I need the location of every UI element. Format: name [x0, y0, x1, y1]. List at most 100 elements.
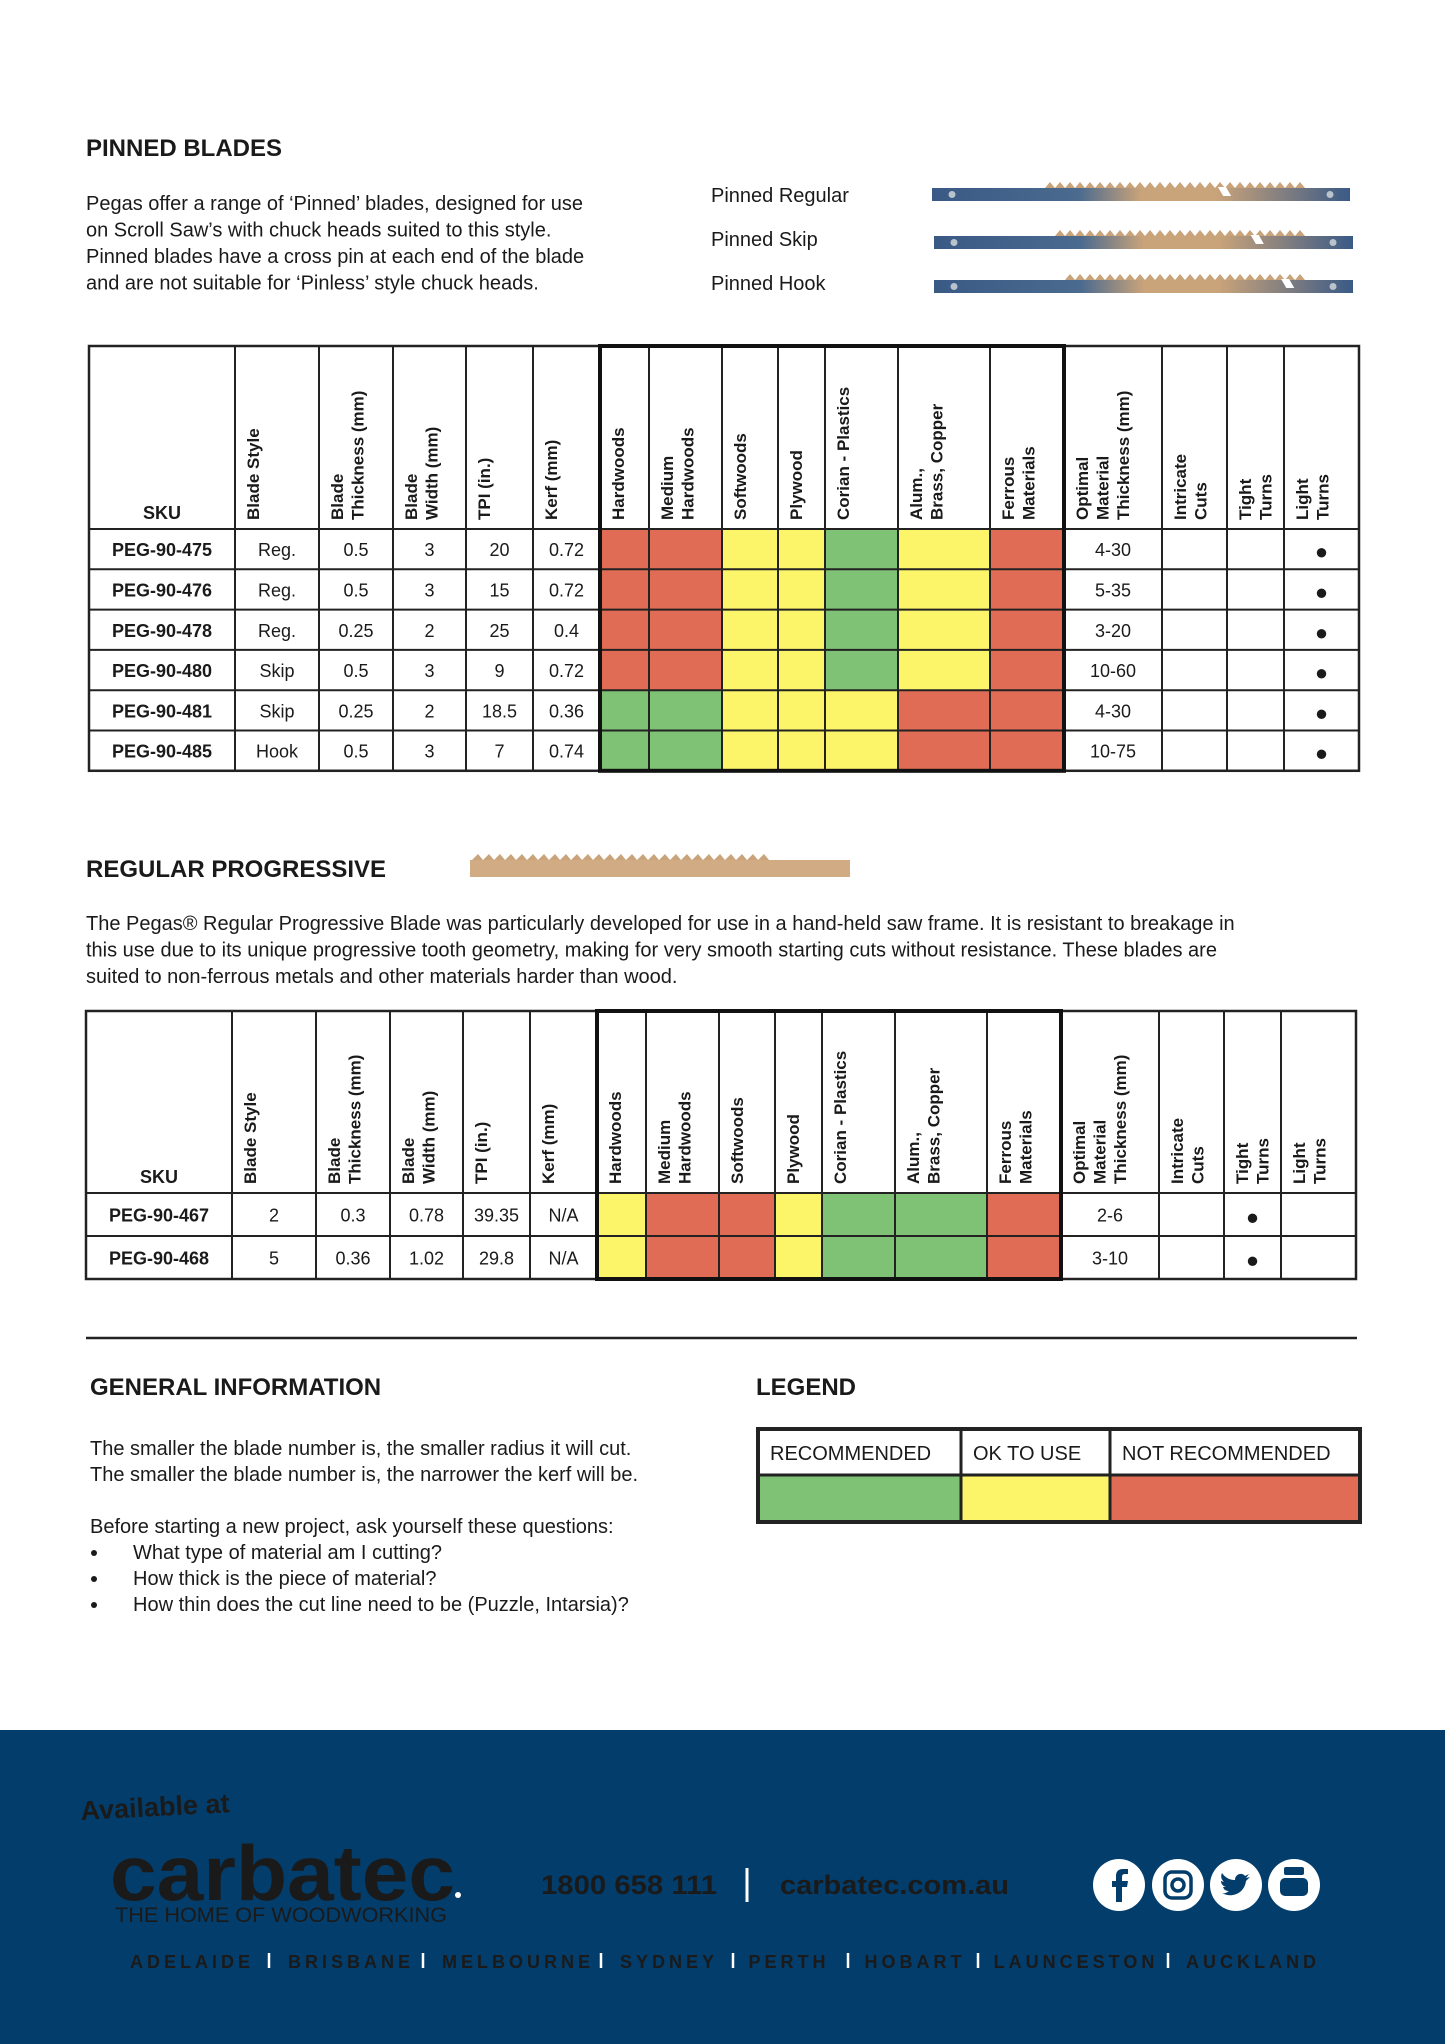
header-cell: Optimal: [1073, 457, 1092, 520]
table-cell: Reg.: [258, 580, 296, 600]
rating-cell: [990, 569, 1064, 610]
table-cell: Hook: [256, 742, 299, 762]
header-cell: Tight: [1233, 1142, 1252, 1184]
rating-cell: [822, 1193, 895, 1236]
bullet: [91, 1576, 97, 1582]
table-cell: 0.5: [343, 661, 368, 681]
rating-cell: [987, 1193, 1061, 1236]
header-cell: Materials: [1020, 446, 1039, 520]
rating-cell: [600, 690, 649, 731]
blade-pin: [1329, 239, 1337, 246]
table-cell: 0.5: [343, 540, 368, 560]
rating-cell: [600, 529, 649, 570]
sku-cell: PEG-90-485: [112, 742, 212, 762]
header-cell: Alum.,: [904, 1132, 923, 1184]
header-cell: Hardwoods: [606, 1091, 625, 1184]
blade-teeth: [1065, 274, 1305, 280]
blade-gap: [1250, 235, 1264, 244]
legend-label: OK TO USE: [973, 1443, 1081, 1465]
rating-cell: [825, 690, 898, 731]
rating-cell: [990, 609, 1064, 650]
table-cell: 3: [424, 540, 434, 560]
rating-cell: [719, 1193, 775, 1236]
table-cell: 0.36: [335, 1249, 370, 1269]
header-cell: Corian - Plastics: [831, 1051, 850, 1184]
header-cell: Softwoods: [731, 433, 750, 520]
header-cell: Blade Style: [244, 428, 263, 520]
bullet: [91, 1602, 97, 1608]
paragraph-line: and are not suitable for ‘Pinless’ style…: [86, 273, 539, 295]
header-cell: Turns: [1254, 1138, 1273, 1184]
header-cell: Blade Style: [241, 1092, 260, 1184]
table-cell: 3: [424, 661, 434, 681]
blade-image: [932, 188, 1350, 201]
rating-cell: [825, 569, 898, 610]
rating-cell: [719, 1236, 775, 1279]
table-cell: Reg.: [258, 540, 296, 560]
rating-cell: [649, 649, 722, 691]
paragraph-line: Pegas offer a range of ‘Pinned’ blades, …: [86, 193, 583, 215]
material-group: [598, 344, 1066, 773]
rating-cell: [778, 730, 825, 771]
blade-teeth: [472, 854, 769, 860]
header-cell: Blade: [325, 1138, 344, 1184]
rating-cell: [649, 529, 722, 570]
table-cell: 18.5: [482, 701, 517, 721]
header-cell: Cuts: [1192, 482, 1211, 520]
rating-cell: [646, 1236, 719, 1279]
legend-label: RECOMMENDED: [770, 1443, 931, 1465]
rating-cell: [600, 649, 649, 691]
city: BRISBANE: [288, 1952, 414, 1972]
turn-mark: ●: [1246, 1205, 1259, 1230]
table-cell: 5: [269, 1249, 279, 1269]
sku-cell: PEG-90-480: [112, 661, 212, 681]
blade-teeth: [1055, 230, 1305, 236]
paragraph-line: Pinned blades have a cross pin at each e…: [86, 246, 584, 268]
table-cell: 0.72: [549, 540, 584, 560]
table-cell: 0.4: [554, 621, 579, 641]
city: LAUNCESTON: [994, 1952, 1159, 1972]
header-cell: SKU: [143, 503, 181, 523]
table-cell: 3-10: [1092, 1249, 1128, 1269]
blade-gap: [1281, 279, 1295, 288]
header-cell: Cuts: [1189, 1146, 1208, 1184]
blade-label: Pinned Hook: [711, 273, 827, 295]
header-cell: Hardwoods: [679, 427, 698, 520]
legend-outline: [756, 1427, 1362, 1524]
header-cell: Hardwoods: [676, 1091, 695, 1184]
sku-cell: PEG-90-478: [112, 621, 212, 641]
rating-cell: [898, 569, 990, 610]
header-cell: Turns: [1314, 474, 1333, 520]
blade-image: [934, 236, 1353, 249]
rating-cell: [822, 1236, 895, 1279]
section-title: REGULAR PROGRESSIVE: [86, 856, 386, 883]
table-cell: Reg.: [258, 621, 296, 641]
rating-cell: [898, 529, 990, 570]
header-cell: Ferrous: [999, 457, 1018, 520]
table-cell: 0.74: [549, 742, 584, 762]
info-line: The smaller the blade number is, the nar…: [90, 1464, 638, 1486]
table-cell: 2: [424, 621, 434, 641]
rating-cell: [597, 1236, 646, 1279]
section-title: PINNED BLADES: [86, 135, 282, 162]
header-cell: Blade: [328, 474, 347, 520]
paragraph-line: this use due to its unique progressive t…: [86, 940, 1217, 962]
rating-cell: [990, 529, 1064, 570]
header-cell: Hardwoods: [609, 427, 628, 520]
header-cell: Thickness (mm): [1111, 1055, 1130, 1184]
table-cell: 2-6: [1097, 1206, 1123, 1226]
turn-mark: ●: [1246, 1248, 1259, 1273]
header-cell: Blade: [402, 474, 421, 520]
sku-cell: PEG-90-481: [112, 701, 212, 721]
header-cell: Brass, Copper: [928, 403, 947, 520]
header-cell: Medium: [655, 1120, 674, 1184]
info-line: The smaller the blade number is, the sma…: [90, 1438, 631, 1460]
rating-cell: [895, 1193, 987, 1236]
table-cell: 0.78: [409, 1206, 444, 1226]
rating-cell: [825, 649, 898, 691]
rating-cell: [898, 649, 990, 691]
phone: 1800 658 111: [541, 1870, 717, 1900]
sku-cell: PEG-90-467: [109, 1206, 209, 1226]
rating-cell: [778, 649, 825, 691]
